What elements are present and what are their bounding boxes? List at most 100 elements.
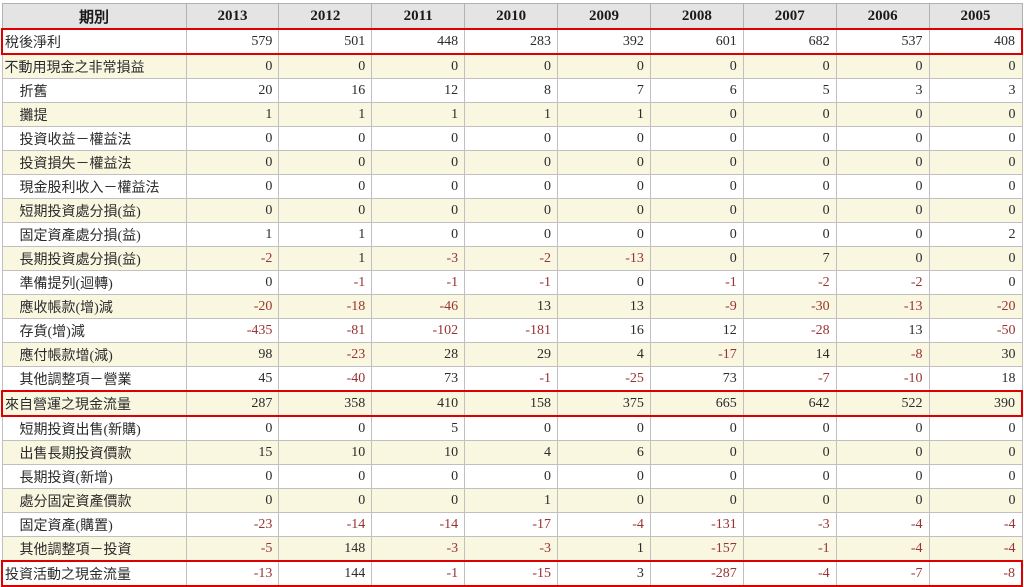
cell-value: 410 xyxy=(371,390,466,417)
cell-value: -8 xyxy=(835,342,930,367)
cell-value: -181 xyxy=(464,318,558,343)
cell-value: -20 xyxy=(185,294,280,319)
cell-value: -102 xyxy=(371,318,466,343)
cell-value: -1 xyxy=(742,536,837,562)
cell-value: 10 xyxy=(371,440,466,465)
table-row: 其他調整項－投資 -5 148 -3 -3 1 -157 -1 -4 -4 xyxy=(1,536,1023,562)
cell-value: 0 xyxy=(464,415,558,441)
cell-value: 0 xyxy=(464,150,558,175)
cell-value: 0 xyxy=(185,488,280,513)
cell-value: 0 xyxy=(371,126,466,151)
table-row: 處分固定資產價款 0 0 0 1 0 0 0 0 0 xyxy=(1,488,1023,513)
row-label: 應付帳款增(減) xyxy=(1,342,187,367)
cell-value: 0 xyxy=(649,246,744,271)
cell-value: 0 xyxy=(928,464,1023,489)
cell-value: 0 xyxy=(835,174,930,199)
cell-value: 2 xyxy=(928,222,1023,247)
cell-value: -17 xyxy=(649,342,744,367)
cell-value: 0 xyxy=(649,198,744,223)
year-header: 2009 xyxy=(557,3,651,30)
cell-value: -30 xyxy=(742,294,837,319)
cell-value: -131 xyxy=(649,512,744,537)
header-row: 期別 2013 2012 2011 2010 2009 2008 2007 2006 2005 xyxy=(1,3,1023,30)
cell-value: 0 xyxy=(649,440,744,465)
cell-value: 45 xyxy=(185,366,280,392)
year-header: 2011 xyxy=(371,3,466,30)
cell-value: 0 xyxy=(557,222,651,247)
table-body: 稅後淨利 579 501 448 283 392 601 682 537 408 不動用現金之非常損… xyxy=(1,28,1023,587)
cell-value: -2 xyxy=(464,246,558,271)
cell-value: -8 xyxy=(928,560,1023,587)
cell-value: 0 xyxy=(464,53,558,79)
cell-value: 0 xyxy=(928,150,1023,175)
cell-value: 0 xyxy=(928,126,1023,151)
cell-value: 5 xyxy=(742,78,837,103)
row-label: 固定資產(購置) xyxy=(1,512,187,537)
cell-value: 283 xyxy=(464,28,558,55)
cell-value: 0 xyxy=(835,102,930,127)
cell-value: 665 xyxy=(649,390,744,417)
cell-value: 98 xyxy=(185,342,280,367)
cell-value: 12 xyxy=(371,78,466,103)
table-row: 長期投資處分損(益) -2 1 -3 -2 -13 0 7 0 0 xyxy=(1,246,1023,271)
table-row: 長期投資(新增) 0 0 0 0 0 0 0 0 0 xyxy=(1,464,1023,489)
table-row: 稅後淨利 579 501 448 283 392 601 682 537 408 xyxy=(1,28,1023,55)
year-header: 2006 xyxy=(835,3,930,30)
year-header: 2007 xyxy=(742,3,837,30)
cell-value: 14 xyxy=(742,342,837,367)
cell-value: 0 xyxy=(557,488,651,513)
cell-value: 16 xyxy=(278,78,373,103)
row-label: 其他調整項－營業 xyxy=(1,366,187,392)
cell-value: 6 xyxy=(649,78,744,103)
cell-value: 0 xyxy=(464,126,558,151)
cell-value: 3 xyxy=(835,78,930,103)
cell-value: -1 xyxy=(371,560,466,587)
cell-value: 0 xyxy=(557,150,651,175)
cell-value: 0 xyxy=(742,150,837,175)
cell-value: -25 xyxy=(557,366,651,392)
cell-value: -1 xyxy=(278,270,373,295)
cell-value: 1 xyxy=(557,536,651,562)
cell-value: 10 xyxy=(278,440,373,465)
cell-value: 0 xyxy=(928,270,1023,295)
cell-value: 1 xyxy=(185,222,280,247)
cell-value: 0 xyxy=(928,246,1023,271)
cell-value: 392 xyxy=(557,28,651,55)
cell-value: 7 xyxy=(742,246,837,271)
row-label: 現金股利收入－權益法 xyxy=(1,174,187,199)
cell-value: -14 xyxy=(278,512,373,537)
row-label: 投資收益－權益法 xyxy=(1,126,187,151)
cell-value: 144 xyxy=(278,560,373,587)
cell-value: -10 xyxy=(835,366,930,392)
cell-value: 29 xyxy=(464,342,558,367)
cell-value: 0 xyxy=(649,464,744,489)
table-row: 來自營運之現金流量 287 358 410 158 375 665 642 522 390 xyxy=(1,390,1023,417)
cell-value: -4 xyxy=(928,536,1023,562)
cell-value: 0 xyxy=(371,488,466,513)
cell-value: -5 xyxy=(185,536,280,562)
cell-value: -13 xyxy=(185,560,280,587)
cell-value: -1 xyxy=(464,270,558,295)
year-header: 2010 xyxy=(464,3,558,30)
cell-value: 3 xyxy=(557,560,651,587)
cell-value: 0 xyxy=(649,222,744,247)
cell-value: 0 xyxy=(557,415,651,441)
table-row: 投資活動之現金流量 -13 144 -1 -15 3 -287 -4 -7 -8 xyxy=(1,560,1023,587)
row-label: 來自營運之現金流量 xyxy=(1,390,187,417)
cell-value: 1 xyxy=(278,246,373,271)
cell-value: -7 xyxy=(742,366,837,392)
cell-value: 522 xyxy=(835,390,930,417)
cell-value: 0 xyxy=(185,150,280,175)
cell-value: 682 xyxy=(742,28,837,55)
cell-value: 73 xyxy=(371,366,466,392)
table-row: 準備提列(迴轉) 0 -1 -1 -1 0 -1 -2 -2 0 xyxy=(1,270,1023,295)
cell-value: 0 xyxy=(557,198,651,223)
cell-value: -157 xyxy=(649,536,744,562)
cash-flow-report: 期別 2013 2012 2011 2010 2009 2008 2007 2006 2005 … xyxy=(1,3,1024,587)
cell-value: 0 xyxy=(928,415,1023,441)
cell-value: 0 xyxy=(742,440,837,465)
cell-value: 0 xyxy=(928,198,1023,223)
cell-value: 390 xyxy=(928,390,1023,417)
cell-value: 0 xyxy=(371,198,466,223)
cell-value: -81 xyxy=(278,318,373,343)
